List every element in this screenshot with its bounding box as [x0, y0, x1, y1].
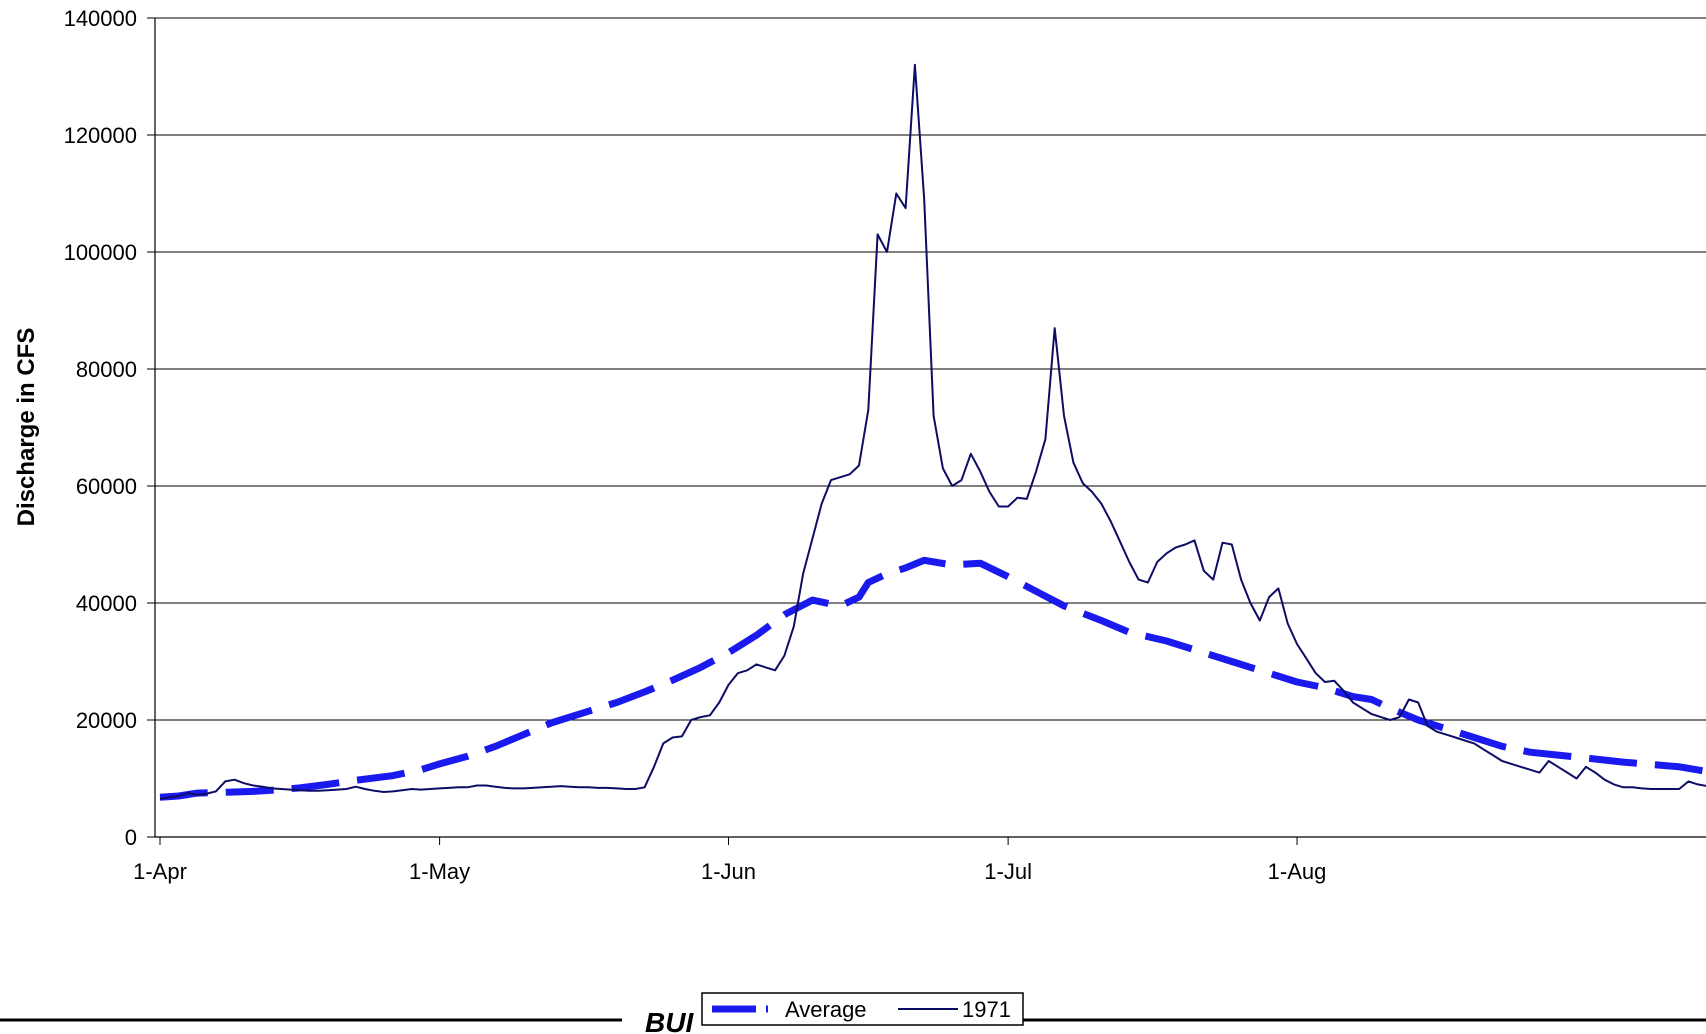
series-line-1971 — [159, 63, 1706, 800]
x-tick-label: 1-Apr — [133, 859, 187, 884]
y-tick-label: 120000 — [64, 123, 137, 148]
x-tick-label: 1-May — [409, 859, 470, 884]
series-lines — [159, 63, 1706, 801]
legend: Average 1971 — [701, 992, 1024, 1026]
y-tick-label: 40000 — [76, 591, 137, 616]
y-tick-label: 140000 — [64, 6, 137, 31]
y-axis-label: Discharge in CFS — [13, 328, 40, 527]
legend-label-1971: 1971 — [962, 997, 1011, 1022]
x-tick-label: 1-Jun — [701, 859, 756, 884]
axes: 0 20000 40000 60000 80000 100000 120000 140000 1… — [64, 6, 1706, 884]
y-tick-label: 80000 — [76, 357, 137, 382]
y-tick-label: 100000 — [64, 240, 137, 265]
footer-title: BUI — [645, 1007, 694, 1034]
y-tick-label: 20000 — [76, 708, 137, 733]
x-tick-label: 1-Jul — [984, 859, 1032, 884]
y-tick-label: 60000 — [76, 474, 137, 499]
grid-lines — [155, 17, 1706, 721]
legend-label-average: Average — [785, 997, 867, 1022]
series-line-Average — [159, 556, 1706, 801]
x-tick-label: 1-Aug — [1268, 859, 1327, 884]
y-tick-label: 0 — [125, 825, 137, 850]
